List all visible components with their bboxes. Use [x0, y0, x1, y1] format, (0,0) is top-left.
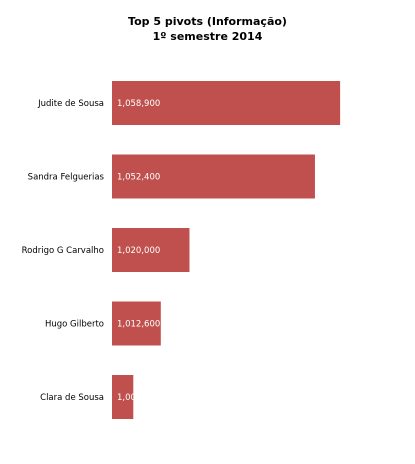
chart-title-block: Top 5 pivots (Informação) 1º semestre 20… — [0, 14, 415, 44]
value-label-4: 1,012,600 — [117, 320, 160, 330]
chart-subtitle: 1º semestre 2014 — [152, 30, 263, 43]
value-label-5: 1,005,500 — [117, 393, 160, 403]
category-label-2: Sandra Felguerias — [28, 173, 105, 183]
value-label-2: 1,052,400 — [117, 173, 160, 183]
bar-5 — [112, 375, 134, 419]
category-label-5: Clara de Sousa — [40, 393, 104, 403]
bar-2 — [112, 154, 315, 199]
bar-4 — [112, 301, 161, 346]
value-label-1: 1,058,900 — [117, 99, 160, 109]
category-label-3: Rodrigo G Carvalho — [22, 246, 104, 256]
value-label-3: 1,020,000 — [117, 246, 160, 256]
bar-3 — [112, 228, 190, 272]
category-label-4: Hugo Gilberto — [45, 320, 104, 330]
bar-1 — [112, 81, 341, 125]
chart-title: Top 5 pivots (Informação) — [128, 15, 287, 28]
category-label-1: Judite de Sousa — [37, 99, 104, 109]
